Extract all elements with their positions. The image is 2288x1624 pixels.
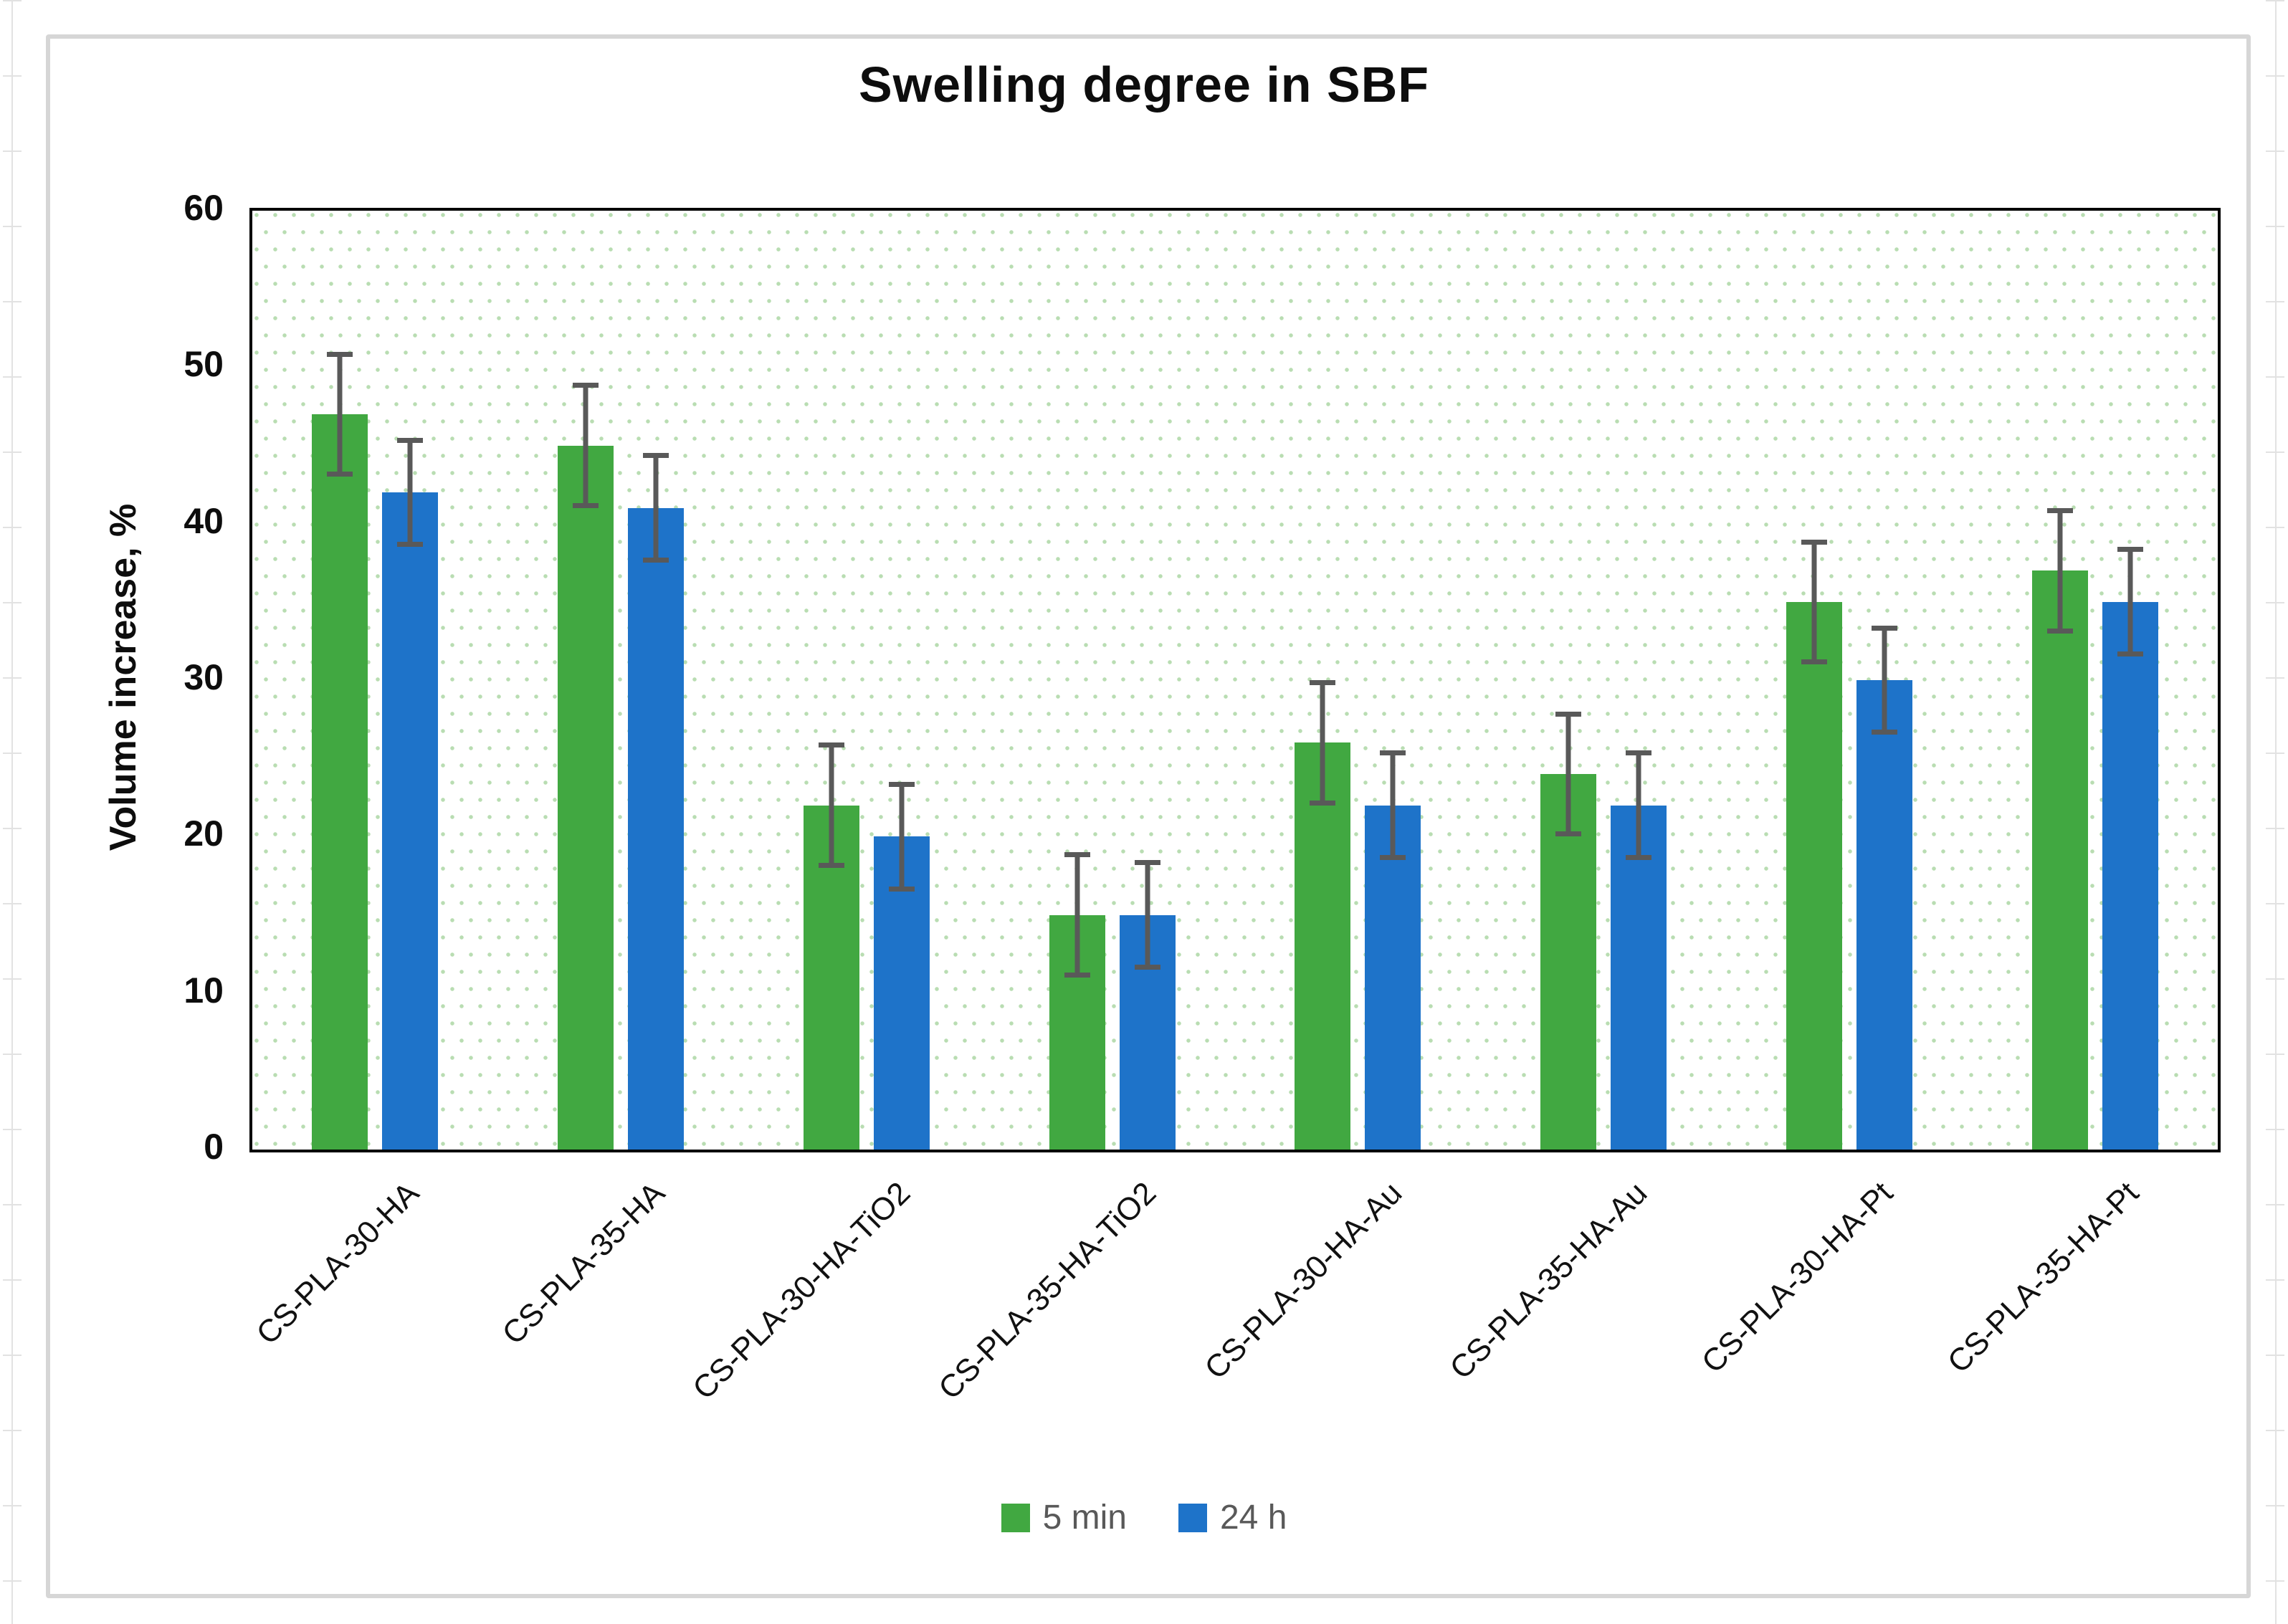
bar-pair	[1049, 852, 1176, 1150]
bar-pair	[1540, 711, 1667, 1150]
bar-5min	[312, 351, 368, 1150]
error-bar	[818, 742, 844, 868]
sheet-gridline-left	[11, 0, 13, 1624]
bar-5min	[558, 383, 614, 1150]
bar-24h	[1856, 625, 1912, 1150]
bar-24h	[1119, 860, 1176, 1150]
bar-24h	[628, 453, 685, 1150]
error-bar	[1380, 750, 1406, 861]
category-slot	[252, 211, 498, 1150]
bar-24h	[1611, 750, 1667, 1150]
bar-5min	[1786, 539, 1842, 1150]
error-bar	[573, 383, 599, 508]
sheet-gridline-right	[2275, 0, 2277, 1624]
bar-5min	[1049, 852, 1105, 1150]
chart-title: Swelling degree in SBF	[858, 57, 1430, 113]
legend-label: 24 h	[1219, 1499, 1287, 1537]
error-bar	[1064, 852, 1090, 978]
y-axis-tick-labels: 0 10 20 30 40 50 60	[100, 188, 224, 1167]
y-tick-label: 60	[183, 188, 224, 228]
error-bar	[1871, 625, 1897, 735]
y-tick-label: 20	[183, 813, 224, 854]
bar-24h	[873, 781, 930, 1150]
error-bar	[1310, 680, 1336, 806]
y-tick-label: 10	[183, 970, 224, 1011]
error-bar	[1801, 539, 1827, 665]
bar-24h	[382, 437, 439, 1150]
bar-24h	[1365, 750, 1421, 1150]
legend-label: 5 min	[1042, 1499, 1127, 1537]
category-slot	[1727, 211, 1973, 1150]
bar-pair	[2031, 507, 2158, 1150]
bar-5min	[2031, 507, 2088, 1150]
bar-pair	[1786, 539, 1912, 1150]
error-bar	[2046, 507, 2073, 634]
y-tick-label: 50	[183, 344, 224, 385]
error-bar	[2117, 547, 2143, 657]
category-slot	[1235, 211, 1481, 1150]
category-slot	[744, 211, 990, 1150]
bar-pair	[1295, 680, 1421, 1150]
legend-swatch-icon	[1001, 1503, 1030, 1532]
category-slot	[498, 211, 744, 1150]
error-bar	[327, 351, 353, 477]
bar-pair	[312, 351, 439, 1150]
y-tick-label: 40	[183, 500, 224, 541]
legend-swatch-icon	[1178, 1503, 1207, 1532]
legend-item: 24 h	[1178, 1498, 1287, 1537]
error-bar	[888, 781, 915, 892]
bar-5min	[803, 742, 859, 1150]
legend-item: 5 min	[1001, 1498, 1127, 1537]
error-bar	[1555, 711, 1582, 837]
bar-pair	[558, 383, 685, 1150]
category-slot	[989, 211, 1235, 1150]
y-tick-label: 30	[183, 657, 224, 697]
error-bar	[397, 437, 424, 548]
bar-24h	[2102, 547, 2158, 1150]
category-slot	[1972, 211, 2218, 1150]
error-bar	[1626, 750, 1652, 861]
legend: 5 min 24 h	[46, 1498, 2242, 1537]
bar-pair	[803, 742, 930, 1150]
category-slot	[1481, 211, 1727, 1150]
error-bar	[643, 453, 669, 563]
plot-area	[249, 208, 2221, 1152]
bar-5min	[1295, 680, 1351, 1150]
error-bar	[1134, 860, 1160, 970]
bar-5min	[1540, 711, 1597, 1150]
y-tick-label: 0	[204, 1127, 224, 1167]
